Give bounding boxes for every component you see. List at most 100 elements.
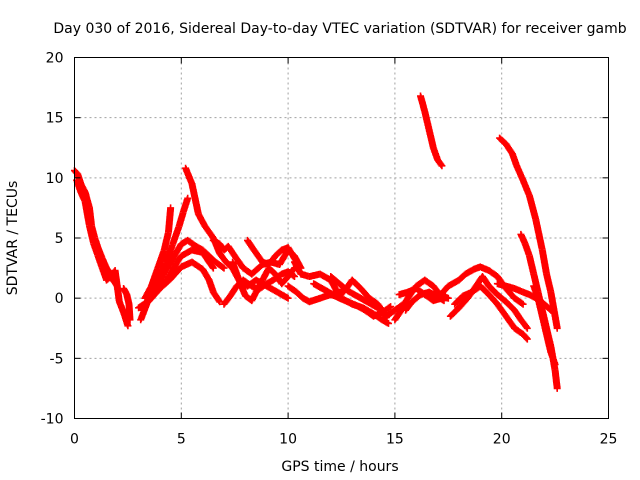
data-point-markers — [455, 271, 468, 284]
data-point-markers — [254, 281, 269, 294]
data-point-markers — [265, 264, 278, 277]
x-tick-label: 0 — [70, 432, 79, 448]
data-point-markers — [156, 259, 174, 284]
data-markers — [71, 92, 561, 392]
data-point-markers — [378, 306, 390, 321]
data-point-markers — [547, 348, 559, 368]
data-point-markers — [154, 248, 168, 272]
y-tick-label: 10 — [46, 171, 64, 187]
data-point-markers — [493, 291, 509, 305]
data-point-markers — [199, 246, 212, 259]
data-point-markers — [188, 180, 202, 216]
series-trace-b — [73, 176, 121, 290]
data-point-markers — [408, 292, 423, 306]
series-trace-h — [147, 236, 228, 296]
data-point-markers — [551, 366, 561, 392]
data-point-markers — [216, 250, 229, 265]
series-trace-ab — [530, 282, 559, 368]
x-tick-label: 5 — [177, 432, 186, 448]
data-point-markers — [165, 204, 175, 236]
data-point-markers — [502, 140, 516, 157]
data-point-markers — [125, 300, 134, 324]
data-point-markers — [182, 164, 195, 186]
series-trace-g — [135, 258, 224, 312]
y-tick-label: 5 — [55, 231, 64, 247]
data-point-markers — [335, 280, 351, 294]
data-point-markers — [120, 309, 132, 330]
data-point-markers — [111, 267, 121, 290]
data-point-markers — [209, 288, 224, 306]
data-point-markers — [179, 194, 192, 215]
data-point-markers — [169, 224, 183, 248]
x-tick-label: 15 — [386, 432, 404, 448]
data-point-markers — [451, 293, 466, 308]
series-trace-q — [327, 273, 390, 321]
x-axis-label: GPS time / hours — [281, 459, 398, 475]
grid-lines — [74, 57, 609, 419]
data-point-markers — [265, 253, 278, 268]
y-tick-label: -5 — [50, 351, 64, 367]
data-point-markers — [485, 282, 500, 297]
data-point-markers — [434, 283, 451, 302]
data-point-markers — [455, 295, 471, 312]
series-trace-z — [496, 134, 561, 332]
data-point-markers — [231, 252, 246, 271]
x-tick-label: 20 — [493, 432, 511, 448]
x-tick-label: 10 — [279, 432, 297, 448]
series-trace-l — [244, 236, 301, 268]
data-point-markers — [276, 247, 291, 268]
data-point-markers — [511, 294, 527, 308]
data-point-markers — [538, 246, 550, 277]
data-point-markers — [485, 267, 500, 280]
data-point-markers — [511, 324, 526, 337]
data-point-markers — [511, 306, 524, 323]
y-tick-label: 20 — [46, 51, 64, 67]
data-point-markers — [205, 258, 217, 272]
data-point-markers — [273, 288, 292, 302]
data-point-markers — [496, 134, 509, 147]
data-point-markers — [425, 126, 437, 150]
data-point-markers — [103, 273, 114, 284]
data-point-markers — [421, 108, 433, 132]
data-point-markers — [485, 291, 500, 307]
series-trace-p — [310, 280, 395, 320]
data-point-markers — [220, 293, 233, 308]
data-point-markers — [167, 264, 184, 283]
data-point-markers — [517, 316, 531, 332]
data-point-markers — [284, 268, 298, 280]
data-point-markers — [293, 288, 306, 301]
data-point-markers — [271, 247, 285, 260]
data-point-markers — [551, 312, 561, 332]
data-point-markers — [519, 330, 531, 343]
data-point-markers — [476, 282, 492, 297]
chart-title: Day 030 of 2016, Sidereal Day-to-day VTE… — [53, 21, 626, 37]
y-tick-label: 15 — [46, 111, 64, 127]
data-point-markers — [229, 258, 242, 283]
y-tick-label: -10 — [41, 412, 64, 428]
data-point-markers — [250, 246, 266, 265]
data-point-markers — [519, 176, 533, 198]
data-point-markers — [421, 276, 436, 289]
x-tick-label: 25 — [600, 432, 618, 448]
data-point-markers — [269, 271, 284, 284]
data-point-markers — [434, 156, 446, 170]
data-point-markers — [201, 222, 216, 241]
data-point-markers — [502, 298, 517, 313]
data-point-markers — [173, 253, 184, 266]
data-point-markers — [417, 92, 428, 114]
data-point-markers — [532, 216, 546, 252]
data-point-markers — [526, 252, 537, 277]
series-trace-u — [417, 92, 446, 170]
data-point-markers — [175, 209, 187, 230]
data-point-markers — [205, 252, 218, 265]
data-point-markers — [147, 266, 161, 290]
data-point-markers — [212, 258, 228, 272]
data-point-markers — [162, 242, 176, 266]
data-point-markers — [493, 300, 509, 319]
data-point-markers — [547, 288, 559, 319]
series-trace-c — [120, 285, 134, 324]
data-point-markers — [378, 316, 392, 327]
axis-ticks: 0 5 10 15 20 25 -10 -5 0 5 10 15 20 — [41, 51, 618, 448]
data-point-markers — [167, 241, 184, 266]
